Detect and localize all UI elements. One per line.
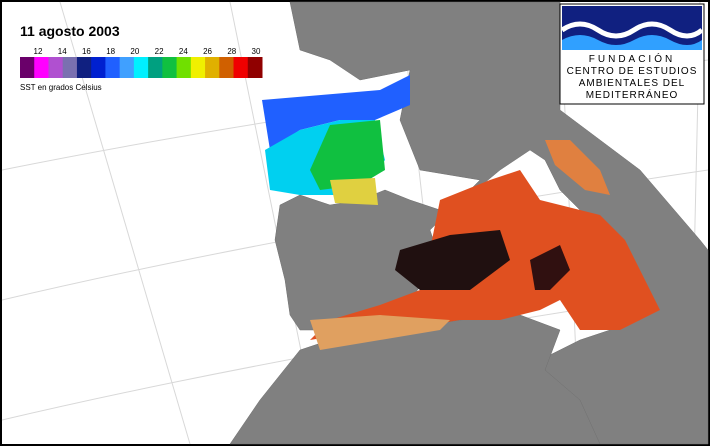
legend-swatch: [233, 57, 249, 78]
legend-swatch: [105, 57, 121, 78]
logo-line: CENTRO DE ESTUDIOS: [567, 66, 698, 77]
legend-tick-label: 24: [179, 47, 188, 56]
legend-tick-label: 30: [252, 47, 261, 56]
legend-tick-label: 20: [130, 47, 139, 56]
sst-patch: [310, 315, 450, 350]
legend-swatch: [48, 57, 64, 78]
legend-swatch: [219, 57, 235, 78]
logo-line: AMBIENTALES DEL: [579, 78, 686, 89]
legend-tick-label: 26: [203, 47, 212, 56]
sst-patch: [395, 230, 510, 290]
legend-swatch: [205, 57, 220, 78]
map-title: 11 agosto 2003: [20, 23, 120, 39]
legend-swatch: [76, 57, 92, 78]
legend-tick-label: 28: [227, 47, 236, 56]
legend-swatch: [133, 57, 149, 78]
legend-swatch: [62, 57, 78, 78]
sst-patch: [310, 120, 385, 190]
legend-tick-label: 16: [82, 47, 91, 56]
logo-sea: [562, 35, 702, 50]
legend-tick-label: 14: [58, 47, 67, 56]
legend-swatch: [247, 57, 263, 78]
legend-swatch: [176, 57, 192, 78]
sst-patch: [262, 75, 410, 150]
legend-swatch: [162, 57, 178, 78]
legend-label: SST en grados Celsius: [20, 83, 102, 92]
sst-patch: [545, 140, 610, 195]
sst-patch: [530, 245, 570, 290]
legend-swatch: [190, 57, 206, 78]
legend-swatch: [119, 57, 135, 78]
legend-tick-label: 12: [34, 47, 43, 56]
legend-swatch: [91, 57, 106, 78]
logo-line: MEDITERRÁNEO: [586, 88, 679, 101]
legend: 12 14 16 18 20 22 24 26 28 30: [20, 47, 263, 78]
sst-field: [262, 75, 660, 350]
legend-swatch: [20, 57, 35, 78]
legend-swatch: [34, 57, 49, 78]
logo-wave: [560, 21, 704, 39]
logo-line: FUNDACIÓN: [589, 52, 675, 65]
legend-swatch: [148, 57, 163, 78]
sst-patch: [330, 178, 378, 205]
legend-tick-label: 22: [155, 47, 164, 56]
legend-tick-label: 18: [106, 47, 115, 56]
logo: FUNDACIÓN CENTRO DE ESTUDIOS AMBIENTALES…: [559, 3, 705, 105]
